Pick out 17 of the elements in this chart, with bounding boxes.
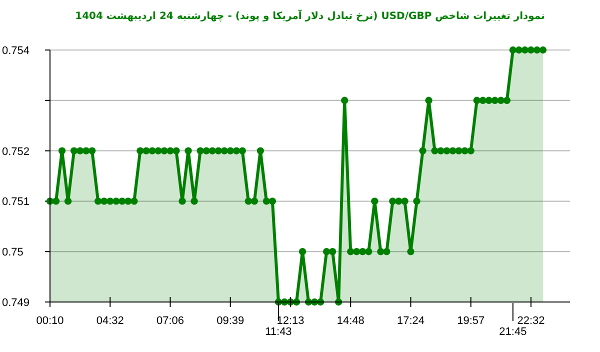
x-tick-label: 09:39	[216, 315, 244, 327]
x-tick-label: 11:43	[265, 326, 292, 338]
y-tick-label: 0.752	[2, 146, 30, 158]
x-tick-label: 04:32	[96, 315, 124, 327]
y-tick-label: 0.751	[2, 196, 30, 208]
x-tick-label: 07:06	[156, 315, 184, 327]
x-tick-label: 17:24	[396, 315, 424, 327]
y-tick-label: 0.75	[2, 246, 24, 259]
y-tick-label: 0.749	[2, 297, 30, 309]
x-tick-label: 21:45	[499, 326, 527, 338]
x-tick-label: 19:57	[457, 315, 485, 327]
x-tick-label: 00:10	[36, 315, 64, 327]
x-tick-label: 22:32	[517, 315, 545, 327]
chart-title: نمودار تغییرات شاخص USD/GBP (نرخ تبادل دلار آمریکا و پوند) - چهارشنبه 24 اردیبهشت 1404	[75, 9, 545, 22]
x-tick-label: 14:48	[336, 315, 364, 327]
y-tick-label: 0.754	[2, 45, 30, 57]
x-tick-label: 12:13	[276, 315, 304, 327]
